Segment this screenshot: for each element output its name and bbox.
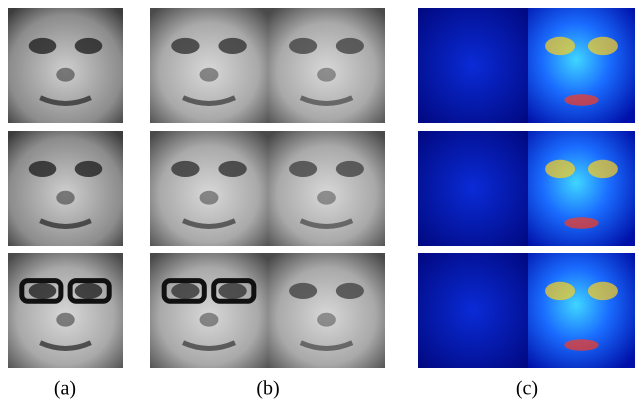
hot-region bbox=[545, 36, 576, 56]
hot-region bbox=[587, 36, 618, 56]
image-background bbox=[418, 253, 528, 368]
image-background bbox=[418, 8, 528, 123]
eye bbox=[171, 37, 200, 54]
eye bbox=[74, 37, 103, 54]
eye bbox=[289, 282, 318, 300]
image-background bbox=[418, 131, 528, 246]
nose bbox=[317, 67, 336, 82]
eye bbox=[74, 282, 103, 300]
mouth bbox=[39, 218, 92, 229]
eye bbox=[289, 160, 318, 177]
face-image bbox=[268, 131, 385, 246]
face-image bbox=[150, 253, 268, 368]
heatmap-image bbox=[528, 131, 635, 246]
nose bbox=[56, 190, 75, 205]
heatmap-image bbox=[418, 8, 528, 123]
eye bbox=[28, 37, 57, 54]
hot-region bbox=[564, 339, 599, 351]
glasses bbox=[19, 278, 64, 304]
face-image bbox=[8, 253, 123, 368]
face-image bbox=[150, 8, 268, 123]
nose bbox=[199, 190, 219, 205]
heatmap-image bbox=[418, 131, 528, 246]
face-image bbox=[8, 131, 123, 246]
nose bbox=[56, 312, 75, 327]
mouth bbox=[299, 95, 354, 106]
caption-a: (a) bbox=[54, 378, 76, 400]
eye bbox=[218, 37, 247, 54]
eye bbox=[335, 160, 364, 177]
face-image bbox=[150, 131, 268, 246]
eye bbox=[171, 282, 200, 300]
nose bbox=[317, 190, 336, 205]
eye bbox=[74, 160, 103, 177]
nose bbox=[199, 67, 219, 82]
mouth bbox=[39, 95, 92, 106]
face-image bbox=[8, 8, 123, 123]
hot-region bbox=[545, 281, 576, 301]
eye bbox=[28, 160, 57, 177]
nose bbox=[317, 312, 336, 327]
glasses bbox=[211, 278, 257, 304]
eye bbox=[218, 282, 247, 300]
glasses bbox=[161, 278, 207, 304]
heatmap-image bbox=[418, 253, 528, 368]
mouth bbox=[299, 218, 354, 229]
heatmap-image bbox=[528, 253, 635, 368]
hot-region bbox=[564, 94, 599, 106]
eye bbox=[335, 37, 364, 54]
hot-region bbox=[587, 159, 618, 179]
face-image bbox=[268, 8, 385, 123]
hot-region bbox=[587, 281, 618, 301]
mouth bbox=[182, 340, 236, 351]
mouth bbox=[39, 340, 92, 351]
eye bbox=[28, 282, 57, 300]
caption-b: (b) bbox=[256, 378, 279, 400]
face-image bbox=[268, 253, 385, 368]
eye bbox=[335, 282, 364, 300]
eye bbox=[218, 160, 247, 177]
mouth bbox=[182, 95, 236, 106]
mouth bbox=[299, 340, 354, 351]
heatmap-image bbox=[528, 8, 635, 123]
eye bbox=[171, 160, 200, 177]
nose bbox=[56, 67, 75, 82]
hot-region bbox=[545, 159, 576, 179]
caption-c: (c) bbox=[516, 378, 538, 400]
nose bbox=[199, 312, 219, 327]
eye bbox=[289, 37, 318, 54]
glasses bbox=[67, 278, 112, 304]
mouth bbox=[182, 218, 236, 229]
hot-region bbox=[564, 217, 599, 229]
